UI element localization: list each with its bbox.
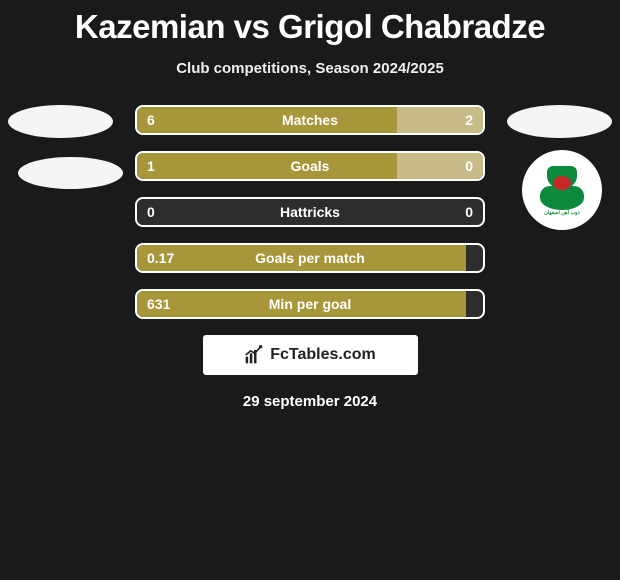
- stat-left-value: 631: [147, 296, 170, 312]
- stat-right-value: 2: [465, 112, 473, 128]
- date-text: 29 september 2024: [0, 393, 620, 410]
- stat-bars: 6 Matches 2 1 Goals 0 0 Hattricks 0 0.17…: [135, 105, 485, 319]
- club-left-placeholder-1: [8, 105, 113, 138]
- stat-row-mpg: 631 Min per goal: [135, 289, 485, 319]
- subtitle: Club competitions, Season 2024/2025: [0, 60, 620, 77]
- stat-row-hattricks: 0 Hattricks 0: [135, 197, 485, 227]
- stat-left-value: 6: [147, 112, 155, 128]
- stat-row-goals: 1 Goals 0: [135, 151, 485, 181]
- stat-left-fill: [137, 107, 397, 133]
- club-left-placeholder-2: [18, 157, 123, 189]
- zob-ahan-icon: ذوب آهن اصفهان: [536, 164, 588, 216]
- stat-label: Goals: [291, 158, 330, 174]
- stat-row-gpm: 0.17 Goals per match: [135, 243, 485, 273]
- club-right-logo: ذوب آهن اصفهان: [522, 150, 602, 230]
- stat-label: Goals per match: [255, 250, 365, 266]
- stat-left-value: 0.17: [147, 250, 174, 266]
- stat-left-value: 0: [147, 204, 155, 220]
- brand-text: FcTables.com: [270, 346, 376, 364]
- stat-label: Hattricks: [280, 204, 340, 220]
- club-right-placeholder-top: [507, 105, 612, 138]
- brand-box[interactable]: FcTables.com: [203, 335, 418, 375]
- stat-label: Min per goal: [269, 296, 351, 312]
- stat-label: Matches: [282, 112, 338, 128]
- chart-icon: [244, 345, 264, 365]
- stat-row-matches: 6 Matches 2: [135, 105, 485, 135]
- compare-area: ذوب آهن اصفهان 6 Matches 2 1 Goals 0 0 H…: [0, 105, 620, 410]
- stat-right-value: 0: [465, 204, 473, 220]
- stat-left-value: 1: [147, 158, 155, 174]
- stat-right-value: 0: [465, 158, 473, 174]
- page-title: Kazemian vs Grigol Chabradze: [0, 0, 620, 46]
- stat-left-fill: [137, 153, 397, 179]
